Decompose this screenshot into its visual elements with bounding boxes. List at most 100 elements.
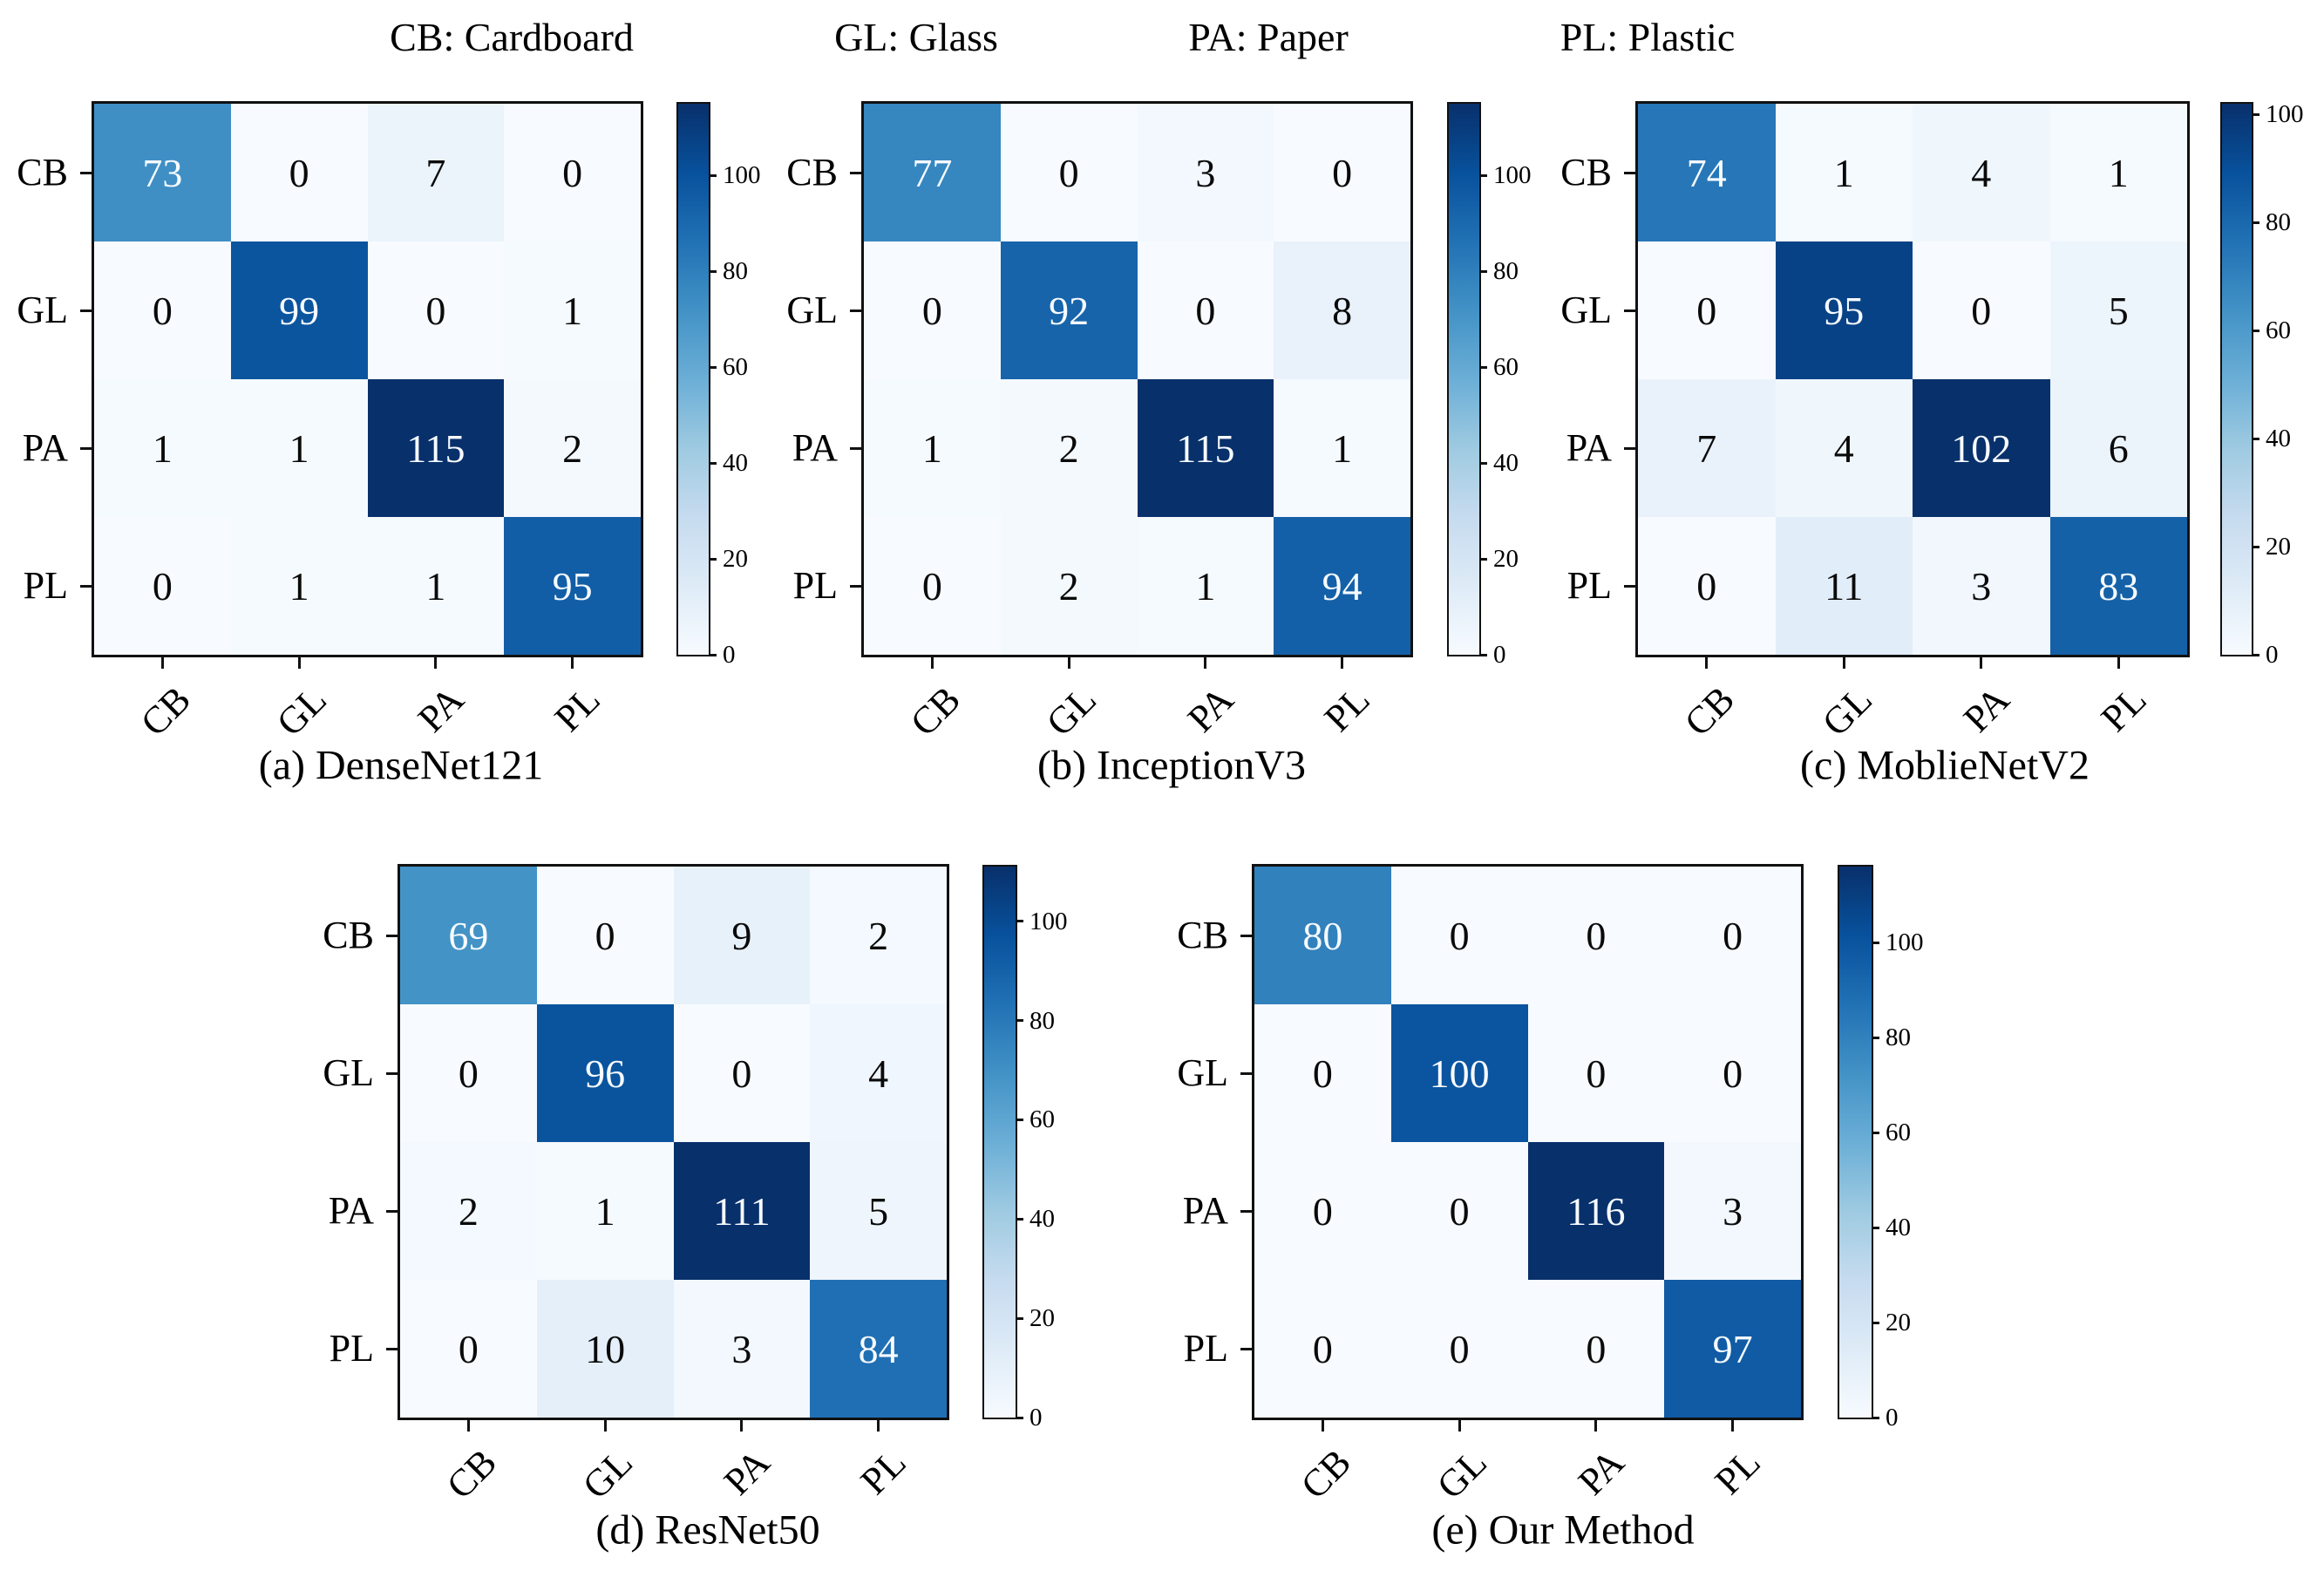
colorbar-tick-label: 100 <box>723 161 761 190</box>
heatmap-cell: 1 <box>864 379 1001 517</box>
heatmap-cell: 0 <box>1527 1280 1665 1418</box>
heatmap-cell: 1 <box>2049 104 2187 241</box>
x-tick <box>1341 657 1344 669</box>
colorbar-tick-label: 0 <box>723 641 736 669</box>
heatmap-cell: 1 <box>230 379 368 517</box>
colorbar <box>1447 102 1481 656</box>
colorbar-tick <box>1016 1019 1023 1022</box>
heatmap-cell: 7 <box>1638 379 1776 517</box>
heatmap-cell: 3 <box>1664 1142 1801 1280</box>
row-label: CB <box>17 151 68 194</box>
colorbar-tick <box>709 365 717 369</box>
col-label: GL <box>268 677 336 745</box>
heatmap-cell: 1 <box>94 379 231 517</box>
row-label: PL <box>329 1327 374 1370</box>
colorbar-tick <box>709 269 717 273</box>
colorbar-tick <box>1479 269 1487 273</box>
colorbar-tick <box>2252 221 2259 224</box>
y-tick <box>386 1071 398 1075</box>
colorbar-tick-label: 40 <box>1886 1214 1911 1242</box>
heatmap-cell: 1 <box>1137 517 1274 655</box>
y-tick <box>80 171 92 174</box>
row-label: GL <box>1560 289 1612 331</box>
heatmap-cell: 4 <box>1913 104 2050 241</box>
heatmap-cell: 116 <box>1527 1142 1665 1280</box>
col-label: CB <box>1292 1440 1359 1507</box>
heatmap-cell: 102 <box>1913 379 2050 517</box>
heatmap-cell: 0 <box>94 241 231 379</box>
row-label: GL <box>323 1051 374 1094</box>
x-tick <box>1321 1420 1324 1432</box>
heatmap-cell: 11 <box>1775 517 1913 655</box>
col-label: PA <box>1179 677 1242 741</box>
y-tick <box>1240 1209 1252 1213</box>
heatmap-cell: 1 <box>504 241 641 379</box>
heatmap-cell: 0 <box>1390 1142 1528 1280</box>
heatmap-cell: 74 <box>1638 104 1776 241</box>
row-label: PA <box>1182 1189 1228 1232</box>
heatmap-cell: 0 <box>1527 867 1665 1004</box>
heatmap-grid: 80 0 0 0 0 100 0 0 0 0 116 3 0 0 0 97 <box>1254 867 1801 1418</box>
colorbar-tick <box>1872 1226 1879 1229</box>
col-label: PL <box>1316 677 1378 740</box>
x-tick <box>1705 657 1709 669</box>
heatmap-cell: 1 <box>230 517 368 655</box>
heatmap-cell: 0 <box>1527 1004 1665 1142</box>
colorbar-tick <box>1872 1321 1879 1324</box>
colorbar-tick-label: 40 <box>1493 449 1519 478</box>
heatmap-cell: 0 <box>1000 104 1138 241</box>
colorbar-tick-label: 100 <box>1886 928 1924 957</box>
heatmap-cell: 84 <box>810 1280 947 1418</box>
heatmap-cell: 0 <box>504 104 641 241</box>
heatmap-cell: 0 <box>367 241 505 379</box>
heatmap-cell: 80 <box>1254 867 1391 1004</box>
colorbar-tick-label: 80 <box>1029 1006 1055 1035</box>
colorbar-tick-label: 40 <box>1029 1205 1055 1234</box>
x-tick <box>1204 657 1207 669</box>
col-label: CB <box>901 677 968 745</box>
y-tick <box>386 934 398 937</box>
colorbar-tick-label: 60 <box>1029 1105 1055 1134</box>
heatmap-cell: 1 <box>1775 104 1913 241</box>
x-tick <box>1980 657 1983 669</box>
heatmap-cell: 1 <box>536 1142 674 1280</box>
colorbar-tick-label: 100 <box>1029 907 1068 935</box>
colorbar-tick-label: 20 <box>723 545 748 574</box>
heatmap-cell: 8 <box>1274 241 1410 379</box>
colorbar-tick <box>2252 329 2259 332</box>
colorbar-tick <box>709 173 717 177</box>
y-tick <box>1240 1347 1252 1350</box>
y-tick <box>386 1209 398 1213</box>
colorbar-tick <box>2252 112 2259 116</box>
x-tick <box>1458 1420 1461 1432</box>
colorbar <box>676 102 710 656</box>
heatmap: 74 1 4 1 0 95 0 5 7 4 102 6 0 11 3 83 <box>1635 101 2190 657</box>
heatmap-cell: 4 <box>810 1004 947 1142</box>
heatmap-cell: 0 <box>1390 1280 1528 1418</box>
heatmap-cell: 99 <box>230 241 368 379</box>
colorbar-tick-label: 0 <box>1029 1404 1043 1432</box>
colorbar-tick <box>1016 1316 1023 1320</box>
heatmap-cell: 1 <box>1274 379 1410 517</box>
x-tick <box>877 1420 880 1432</box>
heatmap-cell: 115 <box>367 379 505 517</box>
col-label: PL <box>853 1440 914 1503</box>
heatmap-cell: 0 <box>94 517 231 655</box>
heatmap-cell: 97 <box>1664 1280 1801 1418</box>
row-label: PA <box>22 426 68 469</box>
row-label: GL <box>786 289 838 331</box>
heatmap-cell: 83 <box>2049 517 2187 655</box>
heatmap-cell: 0 <box>1664 1004 1801 1142</box>
heatmap-cell: 10 <box>536 1280 674 1418</box>
x-tick <box>1067 657 1070 669</box>
heatmap-cell: 0 <box>864 241 1001 379</box>
y-tick <box>1624 584 1635 588</box>
row-label: PL <box>1566 564 1612 607</box>
row-label: GL <box>1177 1051 1228 1094</box>
heatmap-cell: 0 <box>1638 517 1776 655</box>
heatmap: 73 0 7 0 0 99 0 1 1 1 115 2 0 1 1 95 <box>92 101 643 657</box>
heatmap-grid: 74 1 4 1 0 95 0 5 7 4 102 6 0 11 3 83 <box>1638 104 2187 655</box>
heatmap-cell: 0 <box>673 1004 811 1142</box>
heatmap-grid: 73 0 7 0 0 99 0 1 1 1 115 2 0 1 1 95 <box>94 104 641 655</box>
colorbar-tick <box>1872 941 1879 944</box>
